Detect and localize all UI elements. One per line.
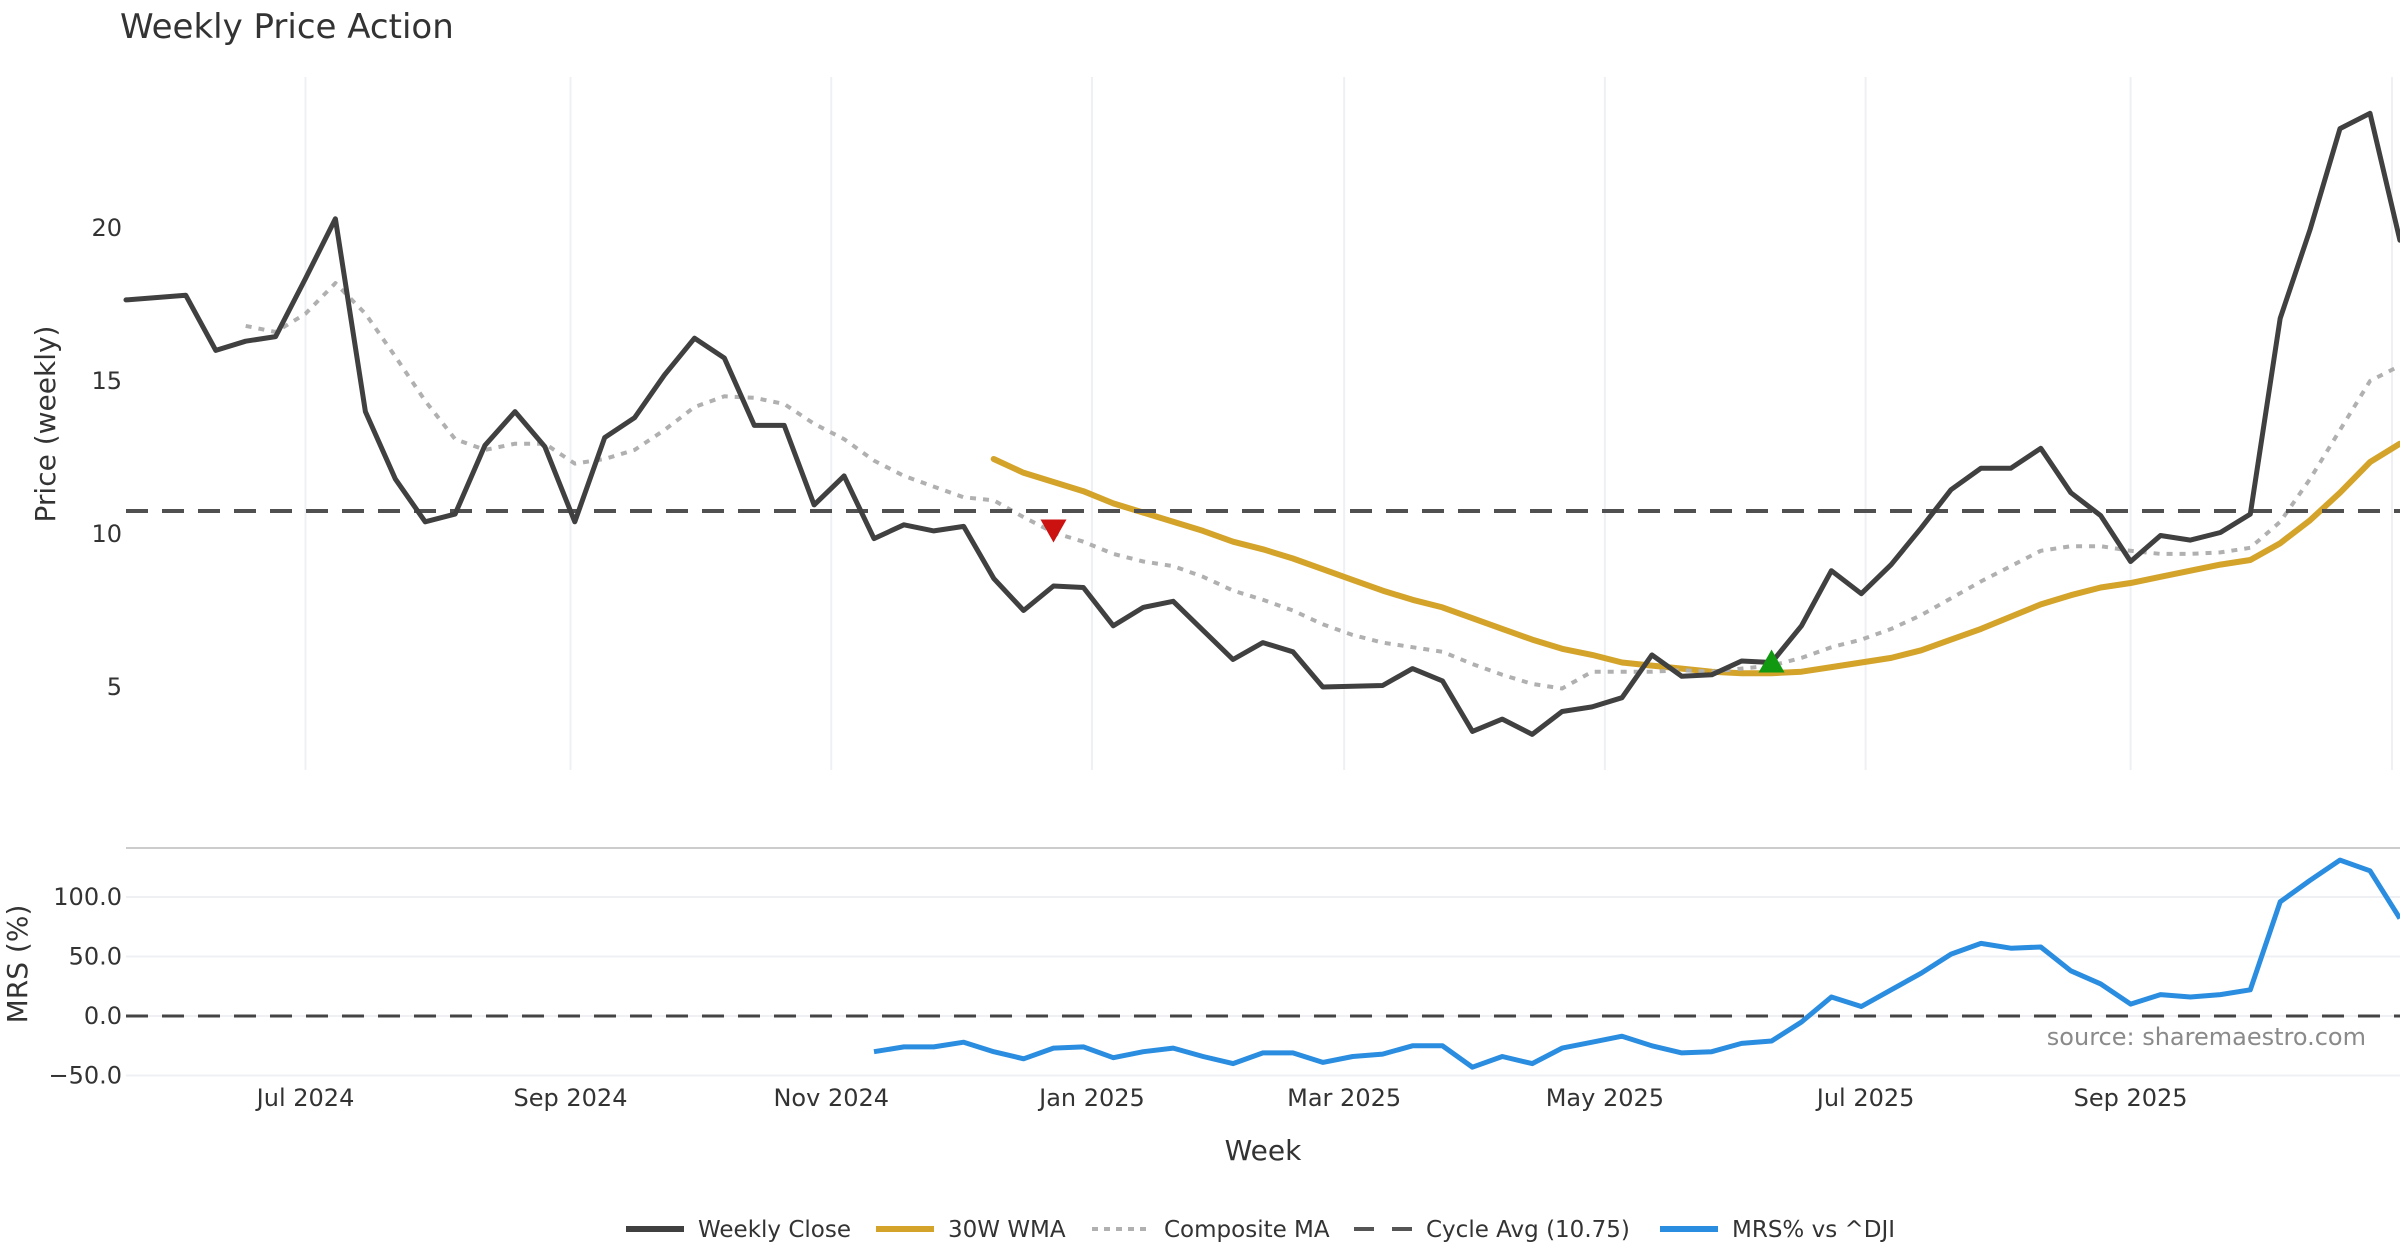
- mrs-line: [873, 857, 2400, 1070]
- legend-item[interactable]: Weekly Close: [626, 1217, 851, 1243]
- x-tick-label: Mar 2025: [1287, 1084, 1401, 1112]
- x-tick-label: Sep 2025: [2074, 1084, 2188, 1112]
- legend-label: Cycle Avg (10.75): [1426, 1217, 1630, 1243]
- price-y-tick-label: 15: [91, 367, 122, 395]
- price-y-axis-label: Price (weekly): [29, 326, 62, 523]
- weekly-close-line: [123, 110, 2400, 737]
- x-tick-label: Jul 2025: [1815, 1084, 1915, 1112]
- composite-ma-line: [245, 281, 2400, 691]
- price-y-tick-label: 20: [91, 214, 122, 242]
- x-axis-label: Week: [1225, 1134, 1302, 1167]
- legend-item[interactable]: 30W WMA: [876, 1217, 1066, 1243]
- x-tick-label: Sep 2024: [514, 1084, 628, 1112]
- chart-title: Weekly Price Action: [120, 7, 454, 47]
- price-panel: 5 10 15 20 Price (weekly): [29, 77, 2400, 770]
- price-series-group: [123, 110, 2400, 737]
- legend-label: Composite MA: [1164, 1217, 1330, 1243]
- legend: Weekly Close 30W WMA Composite MA Cycle Avg…: [626, 1217, 1895, 1243]
- source-label: source: sharemaestro.com: [2047, 1023, 2366, 1051]
- legend-label: 30W WMA: [948, 1217, 1066, 1243]
- mrs-y-tick-label: 50.0: [69, 943, 122, 971]
- buy-signal-marker: [1758, 649, 1785, 673]
- mrs-series-group: [126, 857, 2400, 1070]
- legend-item[interactable]: Composite MA: [1092, 1217, 1330, 1243]
- x-tick-label: Jul 2024: [255, 1084, 355, 1112]
- 30w-wma-line: [990, 440, 2400, 677]
- mrs-y-ticks: 100.0 50.0 0.0 −50.0: [48, 883, 122, 1090]
- legend-label: Weekly Close: [698, 1217, 851, 1243]
- mrs-panel: 100.0 50.0 0.0 −50.0 MRS (%) source: sharem…: [1, 857, 2400, 1090]
- price-y-tick-label: 10: [91, 520, 122, 548]
- sell-signal-marker: [1040, 519, 1067, 543]
- mrs-y-tick-label: 0.0: [84, 1002, 122, 1030]
- legend-item[interactable]: Cycle Avg (10.75): [1354, 1217, 1630, 1243]
- signal-markers: [1040, 519, 1785, 673]
- x-tick-label: May 2025: [1546, 1084, 1664, 1112]
- x-tick-label: Jan 2025: [1037, 1084, 1145, 1112]
- mrs-y-tick-label: −50.0: [48, 1062, 122, 1090]
- mrs-y-tick-label: 100.0: [53, 883, 122, 911]
- legend-label: MRS% vs ^DJI: [1732, 1217, 1895, 1243]
- legend-item[interactable]: MRS% vs ^DJI: [1660, 1217, 1895, 1243]
- x-tick-label: Nov 2024: [773, 1084, 889, 1112]
- x-axis-ticks: Jul 2024 Sep 2024 Nov 2024 Jan 2025 Mar 2025…: [255, 1084, 2188, 1112]
- price-gridlines: [304, 77, 2393, 770]
- mrs-y-axis-label: MRS (%): [1, 905, 34, 1024]
- price-y-tick-label: 5: [107, 673, 122, 701]
- price-y-ticks: 5 10 15 20: [91, 214, 122, 701]
